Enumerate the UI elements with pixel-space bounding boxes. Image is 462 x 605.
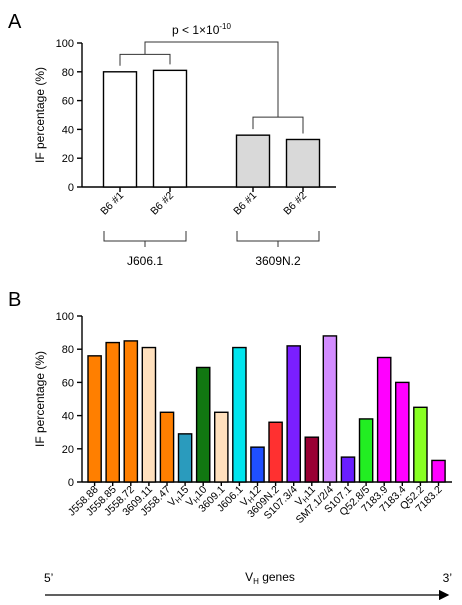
x-tick-label: B6 #1: [231, 190, 259, 218]
bar: [87, 355, 102, 483]
significance-label: p < 1×10-10: [172, 22, 232, 37]
y-tick-label: 80: [62, 67, 74, 79]
bar: [235, 134, 271, 188]
bar: [431, 459, 446, 483]
x-tick-label-sub: H: [192, 495, 202, 505]
bar: [358, 418, 374, 483]
y-tick-label: 40: [62, 411, 74, 423]
bar: [268, 421, 283, 483]
axis-start-label: 5’: [44, 571, 53, 585]
bar: [304, 436, 320, 483]
group-bracket: [103, 231, 187, 242]
bar: [159, 411, 175, 483]
bar: [322, 335, 338, 483]
x-tick-label-sub: H: [301, 494, 311, 504]
bar: [195, 366, 211, 483]
x-axis-label-base: V: [245, 570, 253, 584]
x-axis-label: VH genes: [245, 570, 295, 586]
x-tick-label: B6 #1: [98, 190, 126, 218]
bar: [286, 345, 302, 483]
y-tick-label: 40: [62, 124, 74, 136]
x-tick-label: B6 #2: [281, 190, 309, 218]
bracket-group-1: [119, 53, 171, 66]
bar: [376, 356, 392, 483]
y-tick-label: 80: [62, 344, 74, 356]
panel-b-label: B: [8, 289, 21, 311]
x-axis-label-sub: H: [253, 577, 259, 586]
bar: [250, 446, 265, 483]
bracket-significance: [144, 41, 279, 118]
bar: [177, 433, 193, 483]
bar: [340, 456, 356, 483]
x-tick-label-sub: H: [173, 495, 183, 505]
x-axis-label-rest: genes: [259, 570, 295, 584]
y-tick-label: 20: [62, 444, 74, 456]
bar: [232, 346, 247, 483]
bar: [285, 138, 321, 188]
bar: [102, 71, 138, 188]
bar: [141, 346, 157, 483]
bar: [395, 381, 410, 483]
y-tick-label: 100: [56, 38, 74, 50]
y-tick-label: 60: [62, 96, 74, 108]
x-tick-label: B6 #2: [148, 190, 176, 218]
group-bracket: [236, 231, 320, 242]
significance-text: p < 1×10: [172, 23, 220, 37]
x-tick-label-sub: H: [246, 495, 256, 505]
chart-panel-a: 0 20 40 60 80 100 IF percentage (%) B6 #1 B6 #2 B…: [33, 22, 336, 268]
axis-end-label: 3’: [443, 571, 452, 585]
group-label: J606.1: [127, 254, 163, 268]
y-axis-label: IF percentage (%): [33, 351, 47, 447]
group-label: 3609N.2: [255, 254, 301, 268]
bar: [213, 411, 229, 483]
y-axis-label: IF percentage (%): [33, 67, 47, 163]
significance-exponent: -10: [219, 22, 231, 31]
y-tick-label: 100: [56, 311, 74, 323]
bracket-group-2: [252, 116, 304, 134]
bar: [152, 69, 188, 188]
bar: [413, 406, 428, 483]
y-tick-label: 60: [62, 377, 74, 389]
bar: [123, 340, 139, 483]
bar: [105, 341, 120, 483]
panel-a-label: A: [8, 11, 22, 33]
y-tick-label: 0: [68, 477, 74, 489]
y-tick-label: 0: [68, 182, 74, 194]
y-tick-label: 20: [62, 153, 74, 165]
